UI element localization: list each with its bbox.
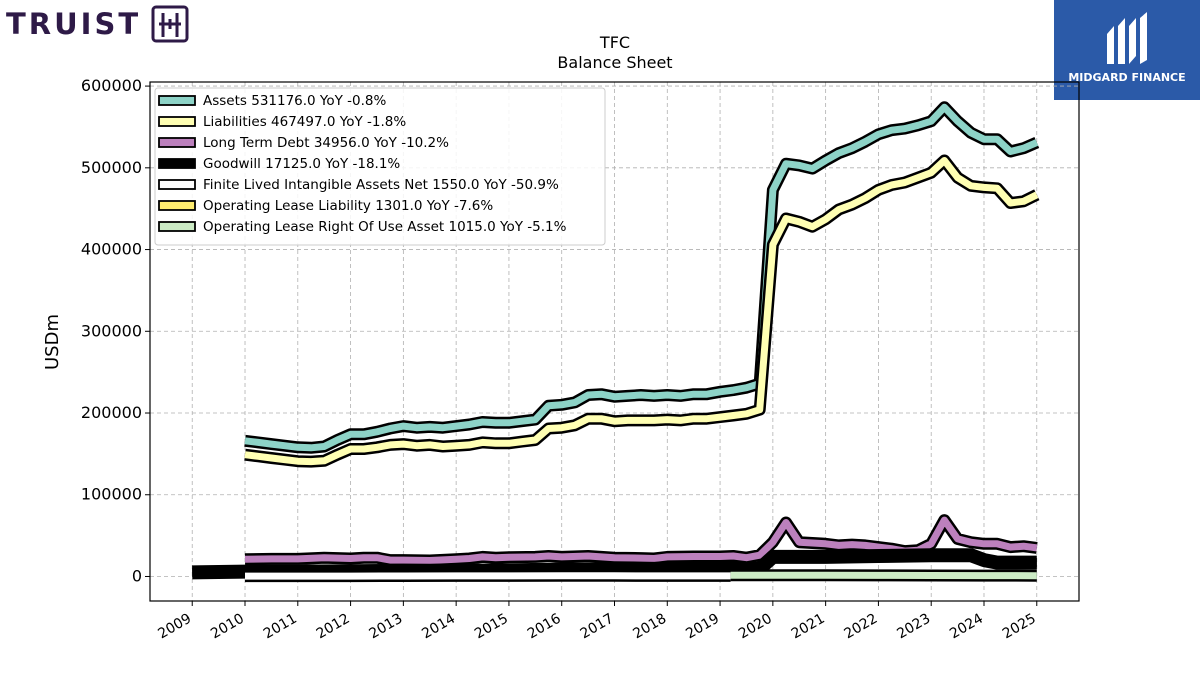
legend-label: Finite Lived Intangible Assets Net 1550.…	[203, 177, 559, 193]
legend-swatch	[158, 200, 196, 211]
truist-logo: TRUIST	[6, 4, 189, 44]
legend-box	[154, 87, 606, 246]
y-axis-label: USDm	[42, 314, 63, 370]
y-tick-label: 600000	[81, 76, 142, 95]
x-tick-label: 2013	[366, 611, 405, 643]
legend-item: Liabilities 467497.0 YoY -1.8%	[158, 114, 406, 130]
y-tick-label: 100000	[81, 485, 142, 504]
legend-swatch	[158, 95, 196, 106]
legend-item: Finite Lived Intangible Assets Net 1550.…	[158, 177, 559, 193]
series-line	[730, 571, 1037, 580]
x-tick-label: 2014	[419, 611, 458, 643]
series-long-term-debt	[244, 514, 1038, 567]
legend-item: Operating Lease Right Of Use Asset 1015.…	[158, 219, 567, 235]
y-tick-label: 200000	[81, 403, 142, 422]
legend-label: Operating Lease Liability 1301.0 YoY -7.…	[203, 198, 493, 214]
series-layer	[192, 101, 1040, 583]
y-tick-label: 500000	[81, 158, 142, 177]
x-tick-label: 2023	[894, 611, 933, 643]
midgard-mark-icon	[1107, 12, 1147, 64]
legend-swatch	[158, 116, 196, 127]
series-line	[244, 157, 1039, 466]
legend-label: Liabilities 467497.0 YoY -1.8%	[203, 114, 406, 130]
x-tick-label: 2022	[842, 611, 881, 643]
x-tick-label: 2010	[208, 611, 247, 643]
y-tick-label: 0	[132, 566, 142, 585]
x-tick-label: 2020	[736, 611, 775, 643]
chart-title: TFC	[599, 33, 630, 52]
series-liabilities	[244, 154, 1040, 468]
legend-label: Long Term Debt 34956.0 YoY -10.2%	[203, 135, 449, 151]
legend-swatch	[158, 221, 196, 232]
truist-mark-icon	[151, 5, 189, 43]
legend-item: Operating Lease Liability 1301.0 YoY -7.…	[158, 198, 493, 214]
x-tick-label: 2019	[683, 611, 722, 643]
y-tick-label: 300000	[81, 321, 142, 340]
x-tick-label: 2025	[1000, 611, 1039, 643]
legend-item: Long Term Debt 34956.0 YoY -10.2%	[158, 135, 449, 151]
legend-swatch	[158, 137, 196, 148]
y-ticks: 0 100000 200000 300000 400000 500000 600000	[81, 76, 150, 585]
series-assets	[244, 101, 1040, 454]
midgard-logo: MIDGARD FINANCE	[1054, 0, 1200, 100]
midgard-logo-text: MIDGARD FINANCE	[1068, 71, 1186, 84]
legend-item: Assets 531176.0 YoY -0.8%	[158, 93, 387, 109]
x-tick-label: 2017	[578, 611, 617, 643]
series-line	[244, 516, 1038, 564]
chart-subtitle: Balance Sheet	[557, 53, 672, 72]
x-tick-label: 2016	[525, 611, 564, 643]
legend-swatch	[158, 158, 196, 169]
x-tick-label: 2021	[789, 611, 828, 643]
legend-item: Goodwill 17125.0 YoY -18.1%	[158, 156, 400, 172]
truist-logo-text: TRUIST	[6, 7, 142, 41]
legend: Assets 531176.0 YoY -0.8% Liabilities 467…	[154, 87, 606, 246]
x-ticks: 2009 2010 2011 2012 2013 2014 2015 2016 2017 2018…	[155, 601, 1039, 643]
x-tick-label: 2018	[630, 611, 669, 643]
series-operating-lease-right-of-use-asset	[730, 569, 1037, 582]
series-line	[244, 103, 1039, 452]
legend-swatch	[158, 179, 196, 190]
x-tick-label: 2011	[261, 611, 300, 643]
x-tick-label: 2024	[947, 611, 986, 643]
x-tick-label: 2009	[155, 611, 194, 643]
legend-label: Operating Lease Right Of Use Asset 1015.…	[203, 219, 567, 235]
x-tick-label: 2015	[472, 611, 511, 643]
y-tick-label: 400000	[81, 240, 142, 259]
legend-label: Goodwill 17125.0 YoY -18.1%	[203, 156, 400, 172]
legend-label: Assets 531176.0 YoY -0.8%	[203, 93, 387, 109]
x-tick-label: 2012	[314, 611, 353, 643]
